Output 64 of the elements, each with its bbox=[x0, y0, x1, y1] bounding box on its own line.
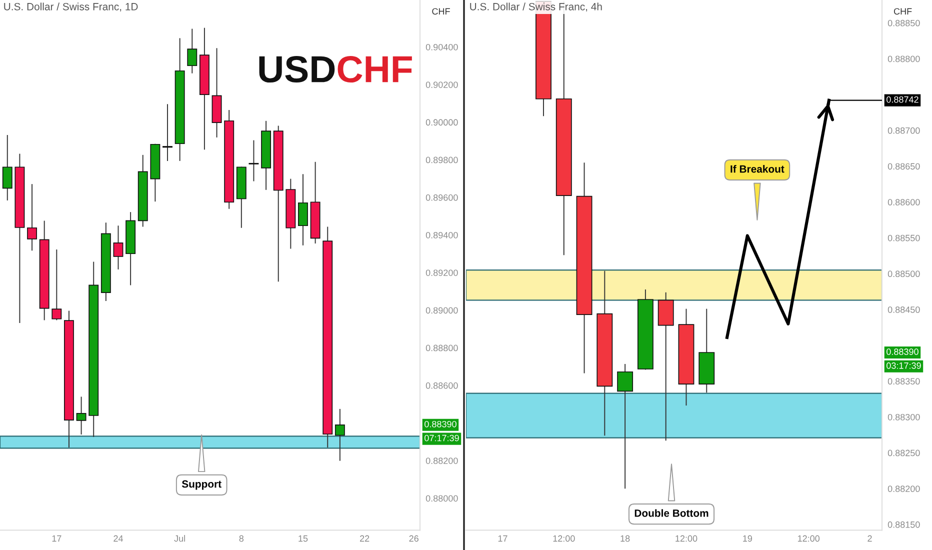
candlestick bbox=[617, 363, 634, 490]
y-tick-label: 0.88850 bbox=[888, 20, 920, 26]
y-tick-label: 0.89200 bbox=[426, 270, 458, 276]
x-tick-label: 17 bbox=[498, 535, 508, 542]
x-tick-label: 12:00 bbox=[798, 535, 820, 542]
annotation: USD bbox=[259, 56, 335, 83]
text: 0.88390 bbox=[424, 420, 456, 428]
x-tick-label: Jul bbox=[174, 535, 185, 542]
text: 07:17:39 bbox=[424, 434, 459, 442]
annotation: Double Bottom bbox=[634, 509, 708, 517]
candlestick bbox=[298, 174, 308, 246]
y-tick-label: 0.88250 bbox=[888, 450, 920, 456]
y-tick-label: 0.88150 bbox=[888, 521, 920, 528]
y-tick-label: 0.89600 bbox=[426, 194, 458, 201]
y-tick-label: 0.89400 bbox=[426, 232, 458, 238]
candlestick bbox=[2, 134, 12, 201]
candlestick bbox=[162, 104, 172, 162]
annotation: CHF bbox=[338, 56, 412, 83]
y-tick-label: 0.88800 bbox=[888, 56, 920, 62]
ref-line-label: 0.88742 bbox=[886, 96, 918, 103]
candlestick bbox=[52, 249, 62, 321]
y-tick-label: 0.88700 bbox=[888, 127, 920, 134]
candlestick bbox=[76, 396, 86, 435]
x-tick-label: 18 bbox=[620, 535, 630, 542]
y-tick-label: 0.88550 bbox=[888, 234, 920, 242]
x-tick-label: 12:00 bbox=[553, 535, 575, 542]
text: 03:17:39 bbox=[886, 362, 921, 369]
y-axis-title: CHF bbox=[894, 8, 912, 15]
x-tick-label: 19 bbox=[743, 535, 752, 542]
y-tick-label: 0.88000 bbox=[426, 495, 458, 502]
candlestick bbox=[187, 28, 198, 74]
y-tick-label: 0.88200 bbox=[426, 458, 458, 464]
x-tick-label: 24 bbox=[114, 535, 123, 542]
y-tick-label: 0.90400 bbox=[426, 44, 458, 50]
y-tick-label: 0.90200 bbox=[426, 82, 458, 88]
x-tick-label: 15 bbox=[298, 535, 308, 542]
candlestick bbox=[248, 140, 259, 182]
candlestick bbox=[27, 184, 37, 252]
y-tick-label: 0.88650 bbox=[888, 163, 920, 170]
candlestick bbox=[334, 408, 345, 462]
y-tick-label: 0.90000 bbox=[426, 119, 458, 126]
y-tick-label: 0.89800 bbox=[426, 156, 458, 164]
x-tick-label: 26 bbox=[409, 535, 418, 542]
x-tick-label: 22 bbox=[360, 535, 370, 542]
annotation: Support bbox=[182, 480, 222, 490]
x-tick-label: 8 bbox=[239, 535, 244, 542]
y-tick-label: 0.89000 bbox=[426, 307, 458, 314]
y-tick-label: 0.88450 bbox=[888, 306, 920, 313]
x-tick-label: 17 bbox=[52, 535, 62, 542]
y-tick-label: 0.88300 bbox=[888, 414, 920, 420]
y-tick-label: 0.88600 bbox=[888, 199, 920, 206]
chart-title: U.S. Dollar / Swiss Franc, 4h bbox=[470, 2, 602, 12]
y-tick-label: 0.88200 bbox=[888, 486, 920, 492]
text: 0.88390 bbox=[886, 348, 918, 355]
y-tick-label: 0.88800 bbox=[426, 344, 458, 352]
y-axis-title: CHF bbox=[432, 8, 450, 15]
annotation: If Breakout bbox=[730, 165, 784, 173]
y-tick-label: 0.88350 bbox=[888, 378, 920, 385]
y-tick-label: 0.88600 bbox=[426, 382, 458, 389]
candlestick bbox=[113, 225, 124, 270]
x-tick-label: 12:00 bbox=[676, 535, 698, 542]
y-tick-label: 0.88500 bbox=[888, 270, 920, 278]
chart-title: U.S. Dollar / Swiss Franc, 1D bbox=[4, 2, 138, 12]
x-tick-label: 2 bbox=[868, 535, 872, 542]
